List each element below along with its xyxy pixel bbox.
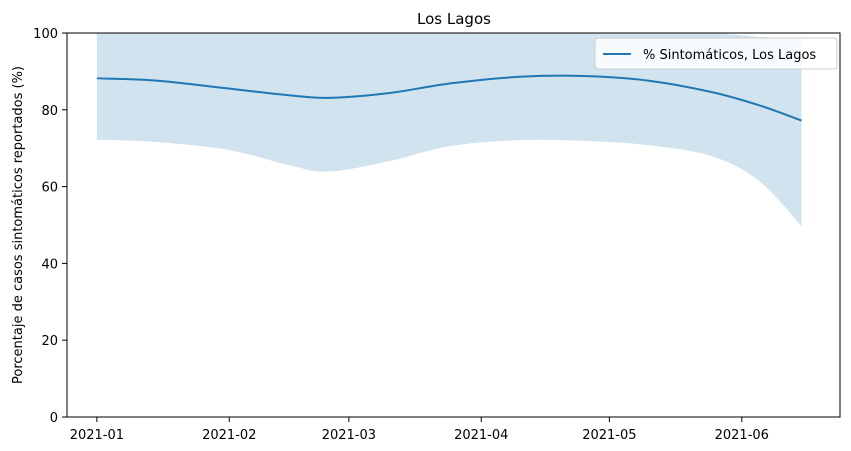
chart-title: Los Lagos xyxy=(417,10,491,28)
x-tick-label: 2021-05 xyxy=(582,428,636,443)
y-tick-label: 40 xyxy=(41,257,58,272)
y-axis-label: Porcentaje de casos sintomáticos reporta… xyxy=(11,66,26,384)
legend-box xyxy=(594,37,838,70)
confidence-band xyxy=(96,32,802,227)
y-tick-label: 60 xyxy=(41,181,58,196)
x-tick-label: 2021-04 xyxy=(454,428,508,443)
y-tick-label: 20 xyxy=(41,334,58,349)
axes: 2021-01 2021-02 2021-03 2021-04 2021-05 2021-… xyxy=(33,27,841,443)
y-tick-label: 0 xyxy=(50,411,58,426)
x-tick-label: 2021-01 xyxy=(70,428,124,443)
y-tick-label: 80 xyxy=(41,104,58,119)
x-tick-label: 2021-06 xyxy=(715,428,769,443)
y-tick-label: 100 xyxy=(33,27,58,42)
x-tick-label: 2021-02 xyxy=(202,428,256,443)
plot-frame xyxy=(66,32,841,418)
legend: % Sintomáticos, Los Lagos xyxy=(594,37,838,70)
series-line xyxy=(96,74,802,122)
plot-area xyxy=(96,32,802,227)
legend-label: % Sintomáticos, Los Lagos xyxy=(643,48,816,63)
x-tick-label: 2021-03 xyxy=(322,428,376,443)
